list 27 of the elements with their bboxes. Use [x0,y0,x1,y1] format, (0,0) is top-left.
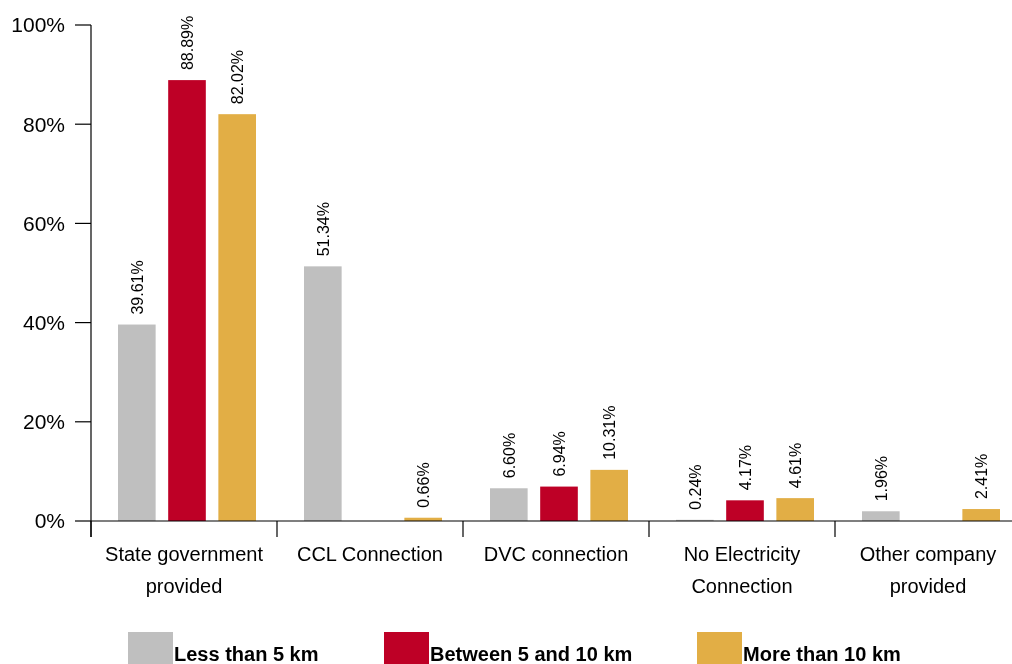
data-label: 6.94% [551,431,568,477]
x-tick-label: Other company provided [859,543,997,597]
data-label: 4.61% [787,442,805,489]
x-tick-label: No Electricity Connection [683,543,801,597]
y-tick-label: 0% [34,509,65,533]
legend-label: Between 5 and 10 km [430,643,633,664]
legend-label: Less than 5 km [174,643,319,664]
data-label: 82.02% [229,49,247,105]
y-tick-label: 40% [22,310,65,334]
data-label: 10.31% [601,405,619,460]
data-label: 88.89% [179,15,196,71]
data-label: 4.17% [737,444,754,491]
data-label: 6.60% [500,432,518,479]
data-label: 0.24% [686,464,704,510]
legend-label: More than 10 km [743,643,901,664]
x-tick-label: CCL Connection [296,543,444,565]
x-tick-label: DVC connection [483,543,629,565]
data-label: 2.41% [973,453,991,500]
y-tick-label: 100% [11,13,65,37]
y-tick-label: 80% [22,112,65,136]
data-label: 0.66% [415,462,433,508]
y-tick-label: 60% [22,211,65,235]
data-label: 1.96% [872,455,890,502]
x-tick-label: State government provided [105,543,264,597]
data-label: 51.34% [314,202,332,257]
y-tick-label: 20% [22,410,65,434]
data-label: 39.61% [128,260,146,315]
